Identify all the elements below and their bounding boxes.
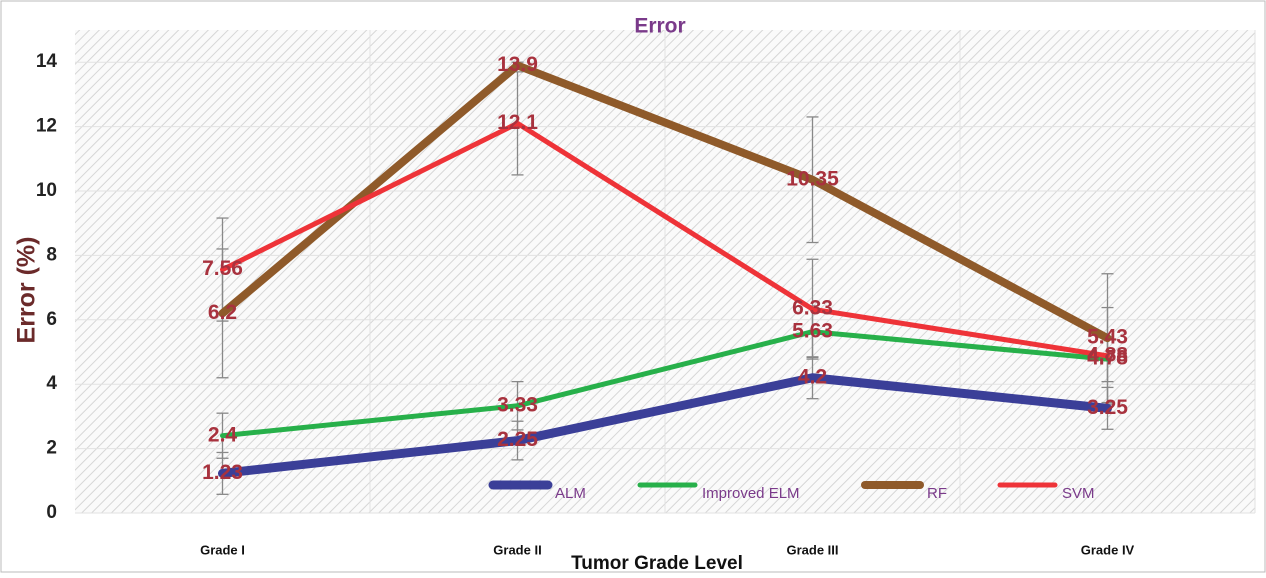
y-tick-label: 6: [46, 309, 57, 330]
data-label: 12.1: [497, 111, 538, 134]
legend-label: RF: [927, 485, 947, 502]
y-axis-label: Error (%): [13, 237, 41, 344]
data-label: 6.33: [792, 297, 833, 320]
x-tick-label: Grade I: [200, 542, 245, 557]
x-tick-label: Grade III: [786, 542, 838, 557]
y-tick-label: 4: [46, 373, 57, 394]
data-label: 7.56: [202, 257, 243, 280]
data-label: 3.25: [1087, 396, 1128, 419]
data-label: 6.2: [208, 301, 237, 324]
series-line: [218, 61, 1112, 343]
y-tick-label: 12: [36, 116, 57, 137]
x-tick-label: Grade II: [493, 542, 541, 557]
data-label: 4.88: [1087, 343, 1128, 366]
y-tick-label: 8: [46, 244, 57, 265]
data-label: 2.4: [208, 423, 238, 446]
x-axis-label: Tumor Grade Level: [571, 553, 743, 573]
legend-label: SVM: [1062, 485, 1095, 502]
data-label: 2.25: [497, 428, 538, 451]
chart-title: Error: [634, 15, 685, 38]
data-label: 4.78: [1087, 347, 1128, 370]
y-tick-label: 14: [36, 51, 58, 72]
data-label: 1.23: [202, 461, 243, 484]
y-tick-label: 10: [36, 180, 57, 201]
data-label: 5.43: [1087, 326, 1128, 349]
data-label: 4.2: [798, 365, 827, 388]
data-label: 3.33: [497, 393, 538, 416]
series-line: [218, 373, 1112, 478]
series-line: [220, 120, 1110, 359]
series-line: [220, 329, 1110, 439]
data-label: 5.63: [792, 319, 833, 342]
y-tick-label: 0: [46, 502, 57, 523]
data-label: 13.9: [497, 53, 538, 76]
x-tick-label: Grade IV: [1081, 542, 1135, 557]
legend-label: Improved ELM: [702, 485, 800, 502]
y-tick-label: 2: [46, 438, 57, 459]
legend-label: ALM: [555, 485, 586, 502]
data-label: 10.35: [786, 167, 839, 190]
